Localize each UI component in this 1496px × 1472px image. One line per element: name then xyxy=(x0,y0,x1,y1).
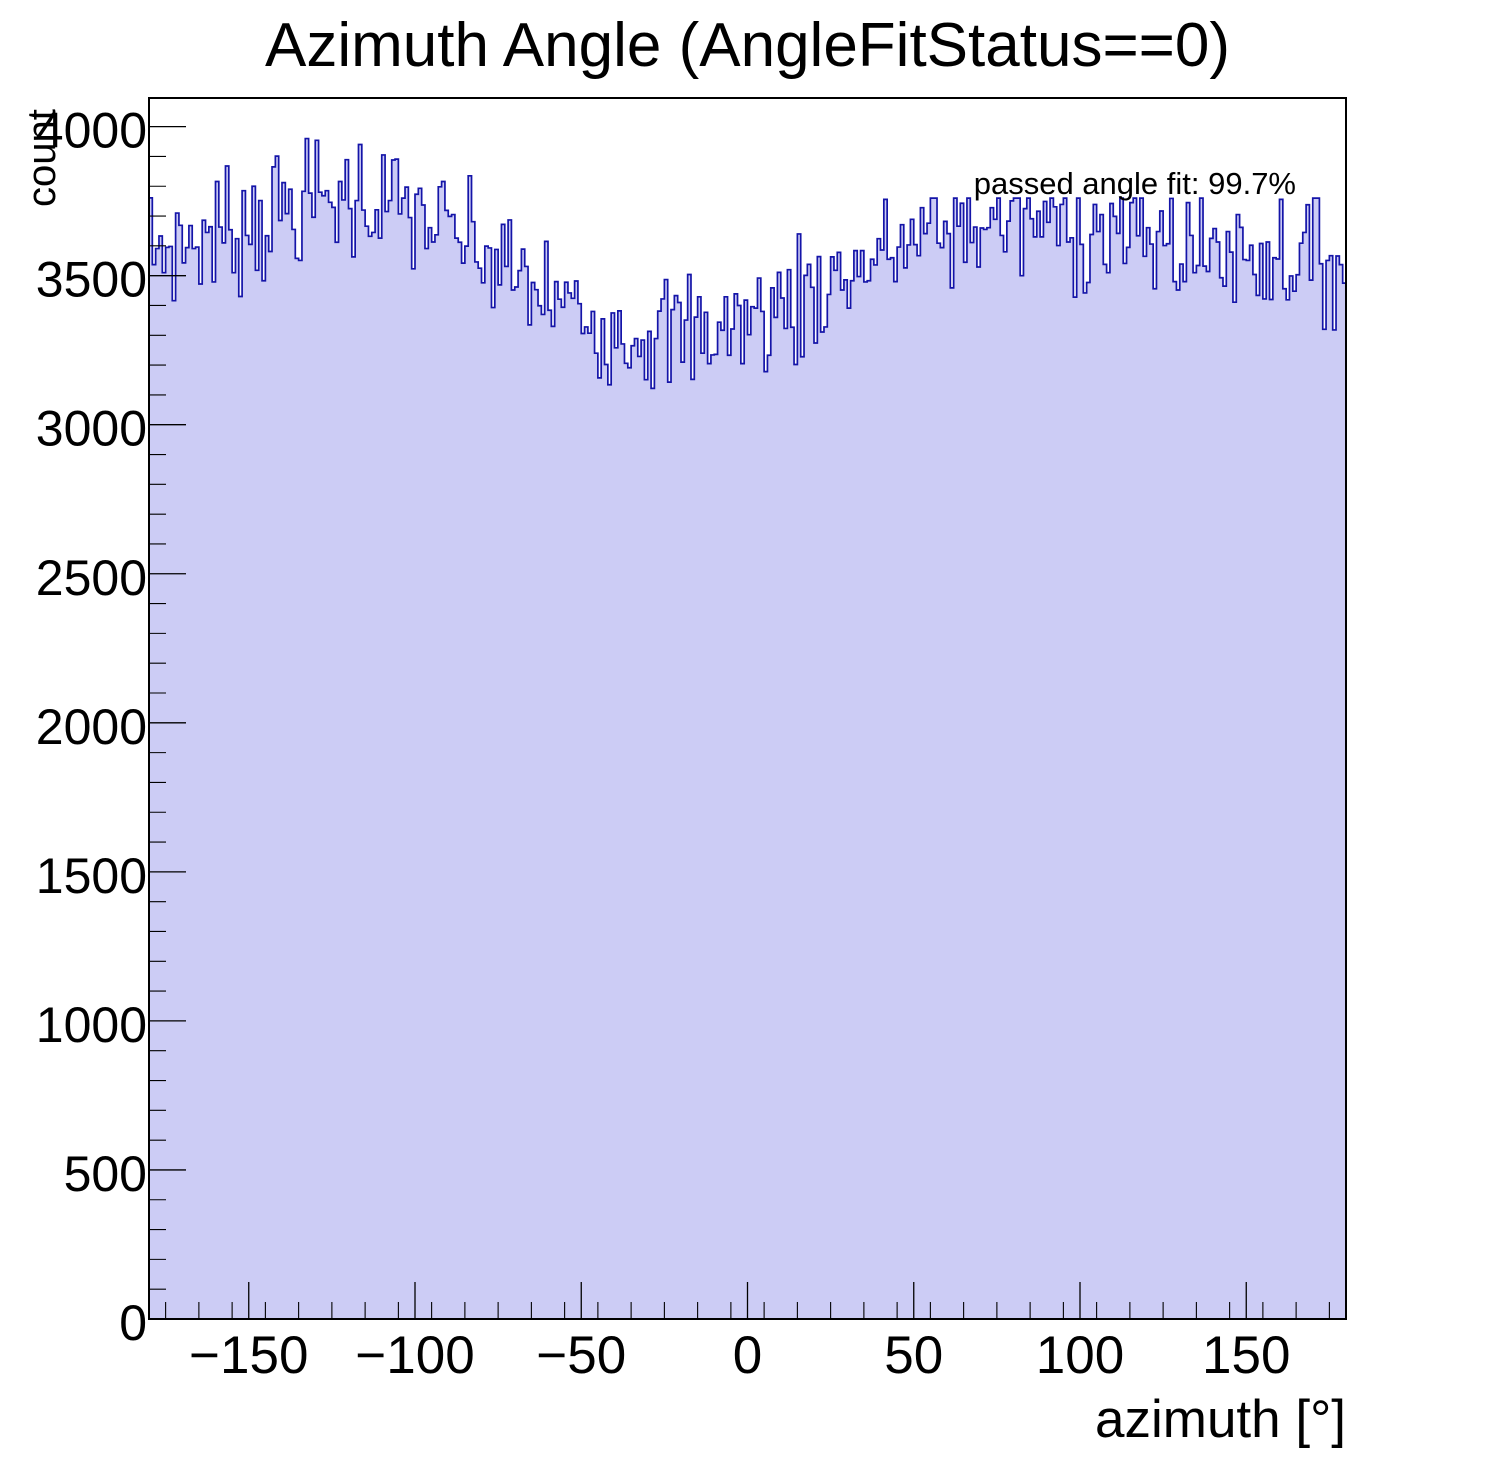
svg-text:Azimuth Angle (AngleFitStatus=: Azimuth Angle (AngleFitStatus==0) xyxy=(265,11,1230,80)
svg-text:0: 0 xyxy=(119,1295,147,1351)
svg-text:3500: 3500 xyxy=(36,252,147,308)
svg-text:−100: −100 xyxy=(355,1326,474,1385)
svg-text:−150: −150 xyxy=(189,1326,308,1385)
svg-text:passed angle fit: 99.7%: passed angle fit: 99.7% xyxy=(974,166,1296,201)
svg-text:100: 100 xyxy=(1036,1326,1124,1385)
svg-text:0: 0 xyxy=(733,1326,762,1385)
svg-text:3000: 3000 xyxy=(36,401,147,457)
svg-text:1000: 1000 xyxy=(36,997,147,1053)
svg-text:azimuth [°]: azimuth [°] xyxy=(1095,1390,1346,1449)
svg-text:50: 50 xyxy=(884,1326,943,1385)
svg-text:−50: −50 xyxy=(536,1326,626,1385)
svg-text:count: count xyxy=(20,109,64,207)
svg-text:1500: 1500 xyxy=(36,848,147,904)
svg-text:150: 150 xyxy=(1202,1326,1290,1385)
svg-text:2000: 2000 xyxy=(36,699,147,755)
svg-text:2500: 2500 xyxy=(36,550,147,606)
svg-text:500: 500 xyxy=(64,1146,147,1202)
